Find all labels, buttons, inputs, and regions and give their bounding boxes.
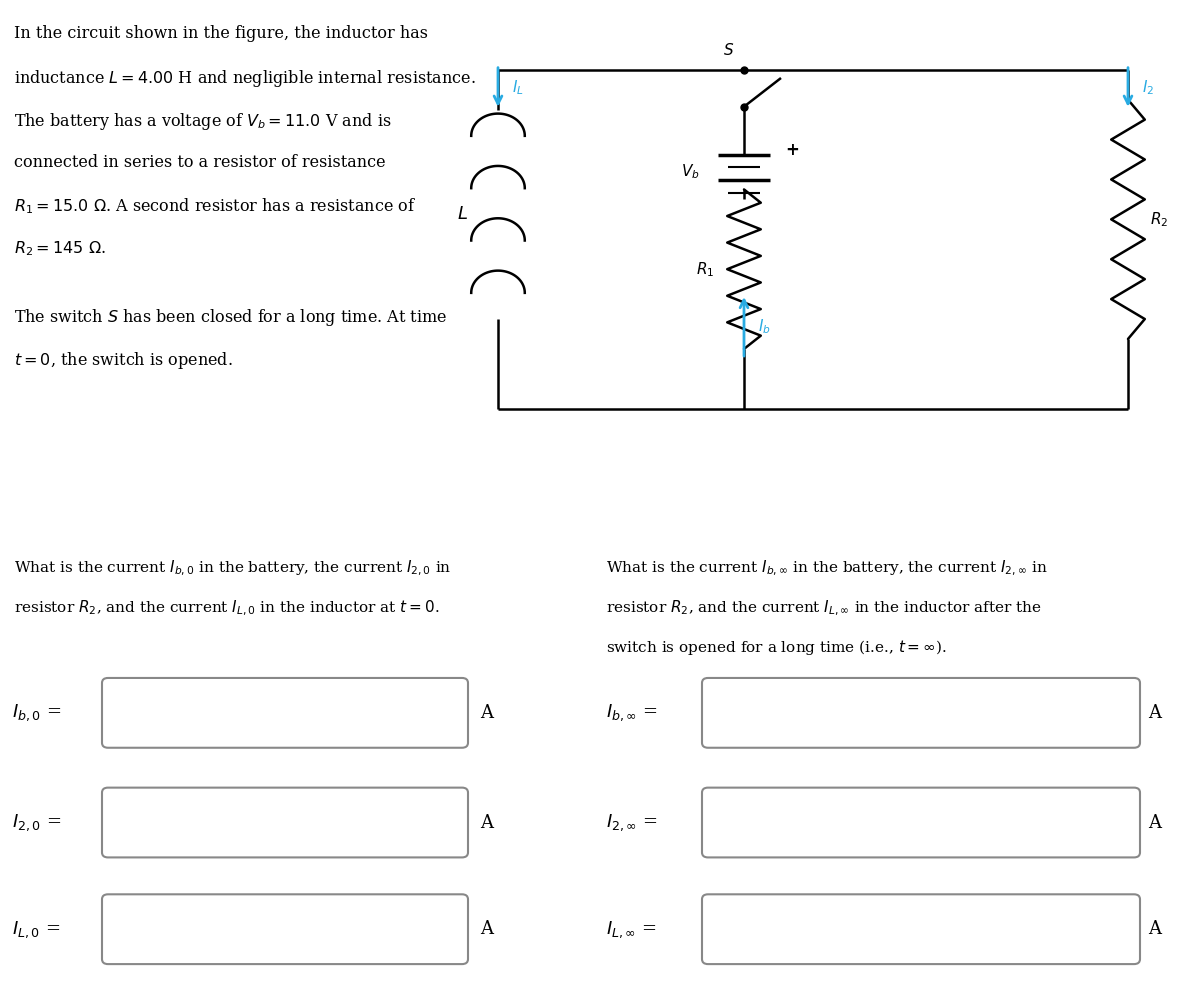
FancyBboxPatch shape [702,678,1140,748]
Text: $I_{2,\infty}$ =: $I_{2,\infty}$ = [606,813,658,832]
Text: $S$: $S$ [724,42,734,58]
Text: A: A [1148,814,1162,831]
Text: A: A [1148,920,1162,938]
Text: What is the current $I_{b,0}$ in the battery, the current $I_{2,0}$ in: What is the current $I_{b,0}$ in the bat… [14,558,452,577]
Text: resistor $R_2$, and the current $I_{L,0}$ in the inductor at $t = 0$.: resistor $R_2$, and the current $I_{L,0}… [14,598,440,617]
Text: $I_{b,\infty}$ =: $I_{b,\infty}$ = [606,703,658,723]
Text: $I_L$: $I_L$ [512,78,524,97]
Text: $t = 0$, the switch is opened.: $t = 0$, the switch is opened. [14,350,233,371]
Text: +: + [785,141,799,159]
Text: $I_{L,\infty}$ =: $I_{L,\infty}$ = [606,919,656,939]
FancyBboxPatch shape [102,678,468,748]
Text: $L$: $L$ [457,205,468,223]
Text: $I_2$: $I_2$ [1142,78,1154,97]
Text: In the circuit shown in the figure, the inductor has: In the circuit shown in the figure, the … [14,25,428,42]
Text: What is the current $I_{b,\infty}$ in the battery, the current $I_{2,\infty}$ in: What is the current $I_{b,\infty}$ in th… [606,558,1048,577]
Text: $V_b$: $V_b$ [680,163,700,181]
Text: The battery has a voltage of $V_b = 11.0$ V and is: The battery has a voltage of $V_b = 11.0… [14,111,392,132]
Text: The switch $S$ has been closed for a long time. At time: The switch $S$ has been closed for a lon… [14,307,448,328]
Text: connected in series to a resistor of resistance: connected in series to a resistor of res… [14,154,386,170]
Text: A: A [1148,704,1162,722]
Text: A: A [480,814,493,831]
Text: $R_2$: $R_2$ [1150,210,1168,228]
Text: $R_2 = 145\ \Omega$.: $R_2 = 145\ \Omega$. [14,239,107,258]
FancyBboxPatch shape [702,788,1140,857]
Text: $R_1$: $R_1$ [696,260,714,278]
Text: switch is opened for a long time (i.e., $t = \infty$).: switch is opened for a long time (i.e., … [606,638,947,657]
Text: A: A [480,920,493,938]
Text: $I_{2,0}$ =: $I_{2,0}$ = [12,813,61,832]
FancyBboxPatch shape [102,788,468,857]
Text: inductance $L = 4.00$ H and negligible internal resistance.: inductance $L = 4.00$ H and negligible i… [14,68,476,89]
Text: $R_1 = 15.0\ \Omega$. A second resistor has a resistance of: $R_1 = 15.0\ \Omega$. A second resistor … [14,196,416,216]
Text: resistor $R_2$, and the current $I_{L,\infty}$ in the inductor after the: resistor $R_2$, and the current $I_{L,\i… [606,598,1042,617]
FancyBboxPatch shape [702,894,1140,964]
Text: A: A [480,704,493,722]
Text: $I_{L,0}$ =: $I_{L,0}$ = [12,919,60,939]
Text: $I_{b,0}$ =: $I_{b,0}$ = [12,703,61,723]
FancyBboxPatch shape [102,894,468,964]
Text: $I_b$: $I_b$ [758,317,772,336]
